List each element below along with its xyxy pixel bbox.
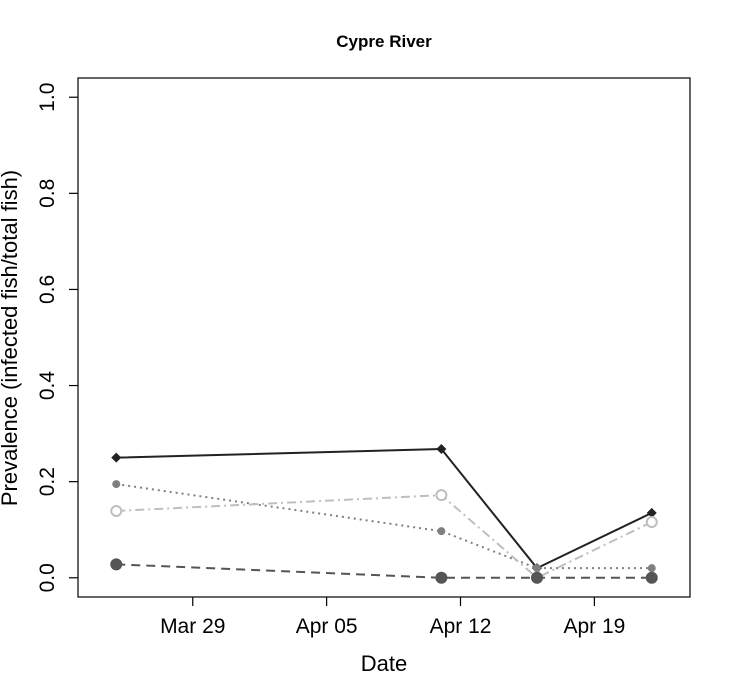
y-tick-label-1: 0.2: [36, 467, 59, 496]
x-tick-label-2: Apr 12: [430, 615, 492, 638]
series-3-point-3: [645, 571, 658, 584]
series-0-point-3: [646, 507, 657, 518]
series-2-line: [116, 494, 653, 579]
y-tick-label-5: 1.0: [36, 83, 59, 112]
series-2-point-0: [110, 504, 123, 517]
y-tick-label-4: 0.8: [36, 179, 59, 208]
x-tick-label-1: Apr 05: [296, 615, 358, 638]
series-3: [110, 558, 658, 584]
y-axis: 0.0 0.2 0.4 0.6 0.8 1.0: [36, 83, 78, 592]
x-tick-label-0: Mar 29: [160, 615, 225, 638]
series-1-point-3: [647, 564, 656, 573]
x-axis: Mar 29 Apr 05 Apr 12 Apr 19: [160, 597, 625, 638]
series-3-point-0: [110, 558, 123, 571]
y-axis-label: Prevalence (infected fish/total fish): [0, 170, 22, 506]
series-3-line: [116, 563, 652, 579]
y-tick-label-0: 0.0: [36, 563, 59, 592]
series-2-point-1: [435, 489, 448, 502]
series-0-line: [116, 447, 653, 570]
plot-frame: [77, 77, 691, 598]
y-tick-label-3: 0.6: [36, 275, 59, 304]
y-tick-label-2: 0.4: [36, 371, 59, 401]
series-0-point-1: [436, 443, 447, 454]
series-2-point-3: [645, 516, 658, 529]
series-3-point-2: [531, 571, 543, 584]
series-1-point-1: [437, 527, 446, 536]
series-3-point-1: [435, 571, 448, 584]
x-tick-label-3: Apr 19: [563, 615, 625, 638]
chart-title: Cypre River: [336, 32, 432, 51]
series-0: [111, 443, 657, 574]
x-axis-label: Date: [361, 651, 407, 676]
series-1-point-0: [112, 480, 121, 489]
series-1-line: [116, 483, 652, 570]
series-layer: [110, 443, 658, 584]
series-0-point-0: [111, 452, 122, 463]
series-1: [112, 480, 656, 573]
series-1-point-2: [533, 564, 541, 573]
